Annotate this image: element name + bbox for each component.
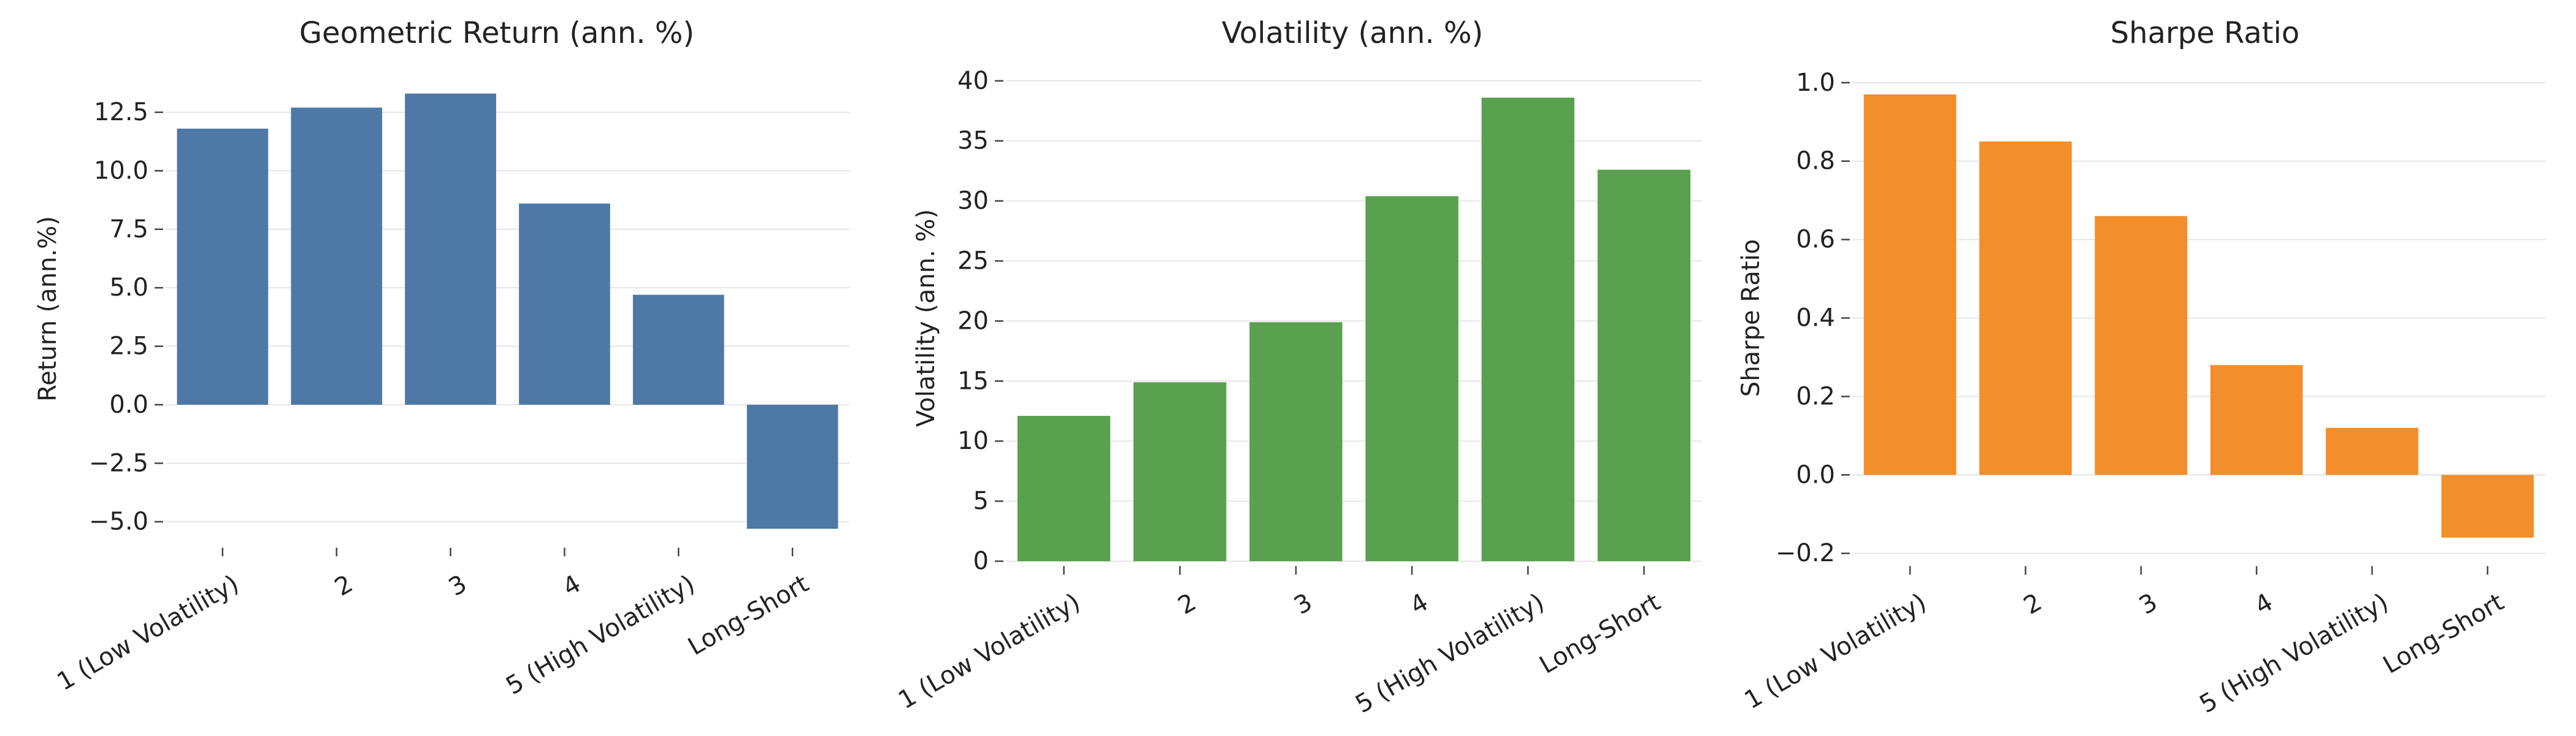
y-tick-label: −0.2 <box>1776 539 1835 567</box>
y-tick-label: 35 <box>957 127 989 155</box>
x-tick-label: Long-Short <box>1535 588 1665 680</box>
chart-panel-volatility: 0 5 10 15 20 25 30 35 40 1 (Low Volatility) 2 3 45 (… <box>894 16 1702 719</box>
bar-2 <box>1133 382 1227 561</box>
y-tick-label: 0.0 <box>1796 461 1835 489</box>
y-tick-label: 0.0 <box>109 391 148 419</box>
x-tick-label: 4 <box>1405 588 1433 621</box>
bar-3 <box>2095 216 2188 475</box>
y-tick-label: 0.4 <box>1796 304 1835 332</box>
bar-2 <box>1979 141 2072 475</box>
bar-4 <box>2210 365 2303 475</box>
y-tick-label: 12.5 <box>94 98 148 126</box>
y-axis-label: Volatility (ann. %) <box>912 209 940 427</box>
x-tick-label: 5 (High Volatility) <box>1351 588 1549 719</box>
x-tick-label: 1 (Low Volatility) <box>1740 588 1931 715</box>
bar-long-short <box>746 404 838 529</box>
y-axis-label: Sharpe Ratio <box>1737 239 1765 397</box>
y-tick-label: 0.8 <box>1796 147 1835 175</box>
x-tick-label: 2 <box>2019 588 2047 621</box>
bar-long-short <box>2441 475 2534 538</box>
x-tick-label: 3 <box>444 570 472 602</box>
bar-5-high-volatility <box>2326 427 2418 475</box>
chart-panel-geometric-return: −5.0 −2.5 0.0 2.5 5.0 7.5 10.0 12.5 1 (Low Volat… <box>34 16 849 700</box>
x-tick-label: 2 <box>1173 588 1201 621</box>
y-tick-label: 2.5 <box>109 332 148 361</box>
y-tick-label: 0 <box>973 547 989 575</box>
bar-3 <box>1249 322 1343 561</box>
bar-3 <box>405 93 496 405</box>
bar-long-short <box>1597 169 1691 561</box>
bar-1-low-volatility <box>1863 94 1957 475</box>
y-tick-label: 10.0 <box>94 156 148 185</box>
bar-4 <box>1365 196 1459 561</box>
y-tick-label: 1.0 <box>1796 69 1835 97</box>
y-tick-label: 40 <box>957 67 989 95</box>
y-tick-label: 25 <box>957 247 989 275</box>
x-tick-label: 3 <box>1289 588 1317 621</box>
x-tick-label: 1 (Low Volatility) <box>52 570 243 697</box>
y-tick-label: 5.0 <box>109 274 148 302</box>
x-tick-label: 3 <box>2134 588 2162 621</box>
x-tick-label: Long-Short <box>2379 588 2509 680</box>
x-tick-label: 4 <box>2250 588 2278 621</box>
chart-title: Geometric Return (ann. %) <box>299 16 694 50</box>
x-tick-label: 4 <box>558 570 586 602</box>
x-tick-label: 5 (High Volatility) <box>501 570 699 700</box>
x-tick-label: Long-Short <box>683 570 813 661</box>
bar-5-high-volatility <box>1481 98 1574 562</box>
bar-4 <box>519 203 610 405</box>
chart-title: Sharpe Ratio <box>2110 16 2300 50</box>
chart-panel-sharpe-ratio: −0.2 0.0 0.2 0.4 0.6 0.8 1.0 1 (Low Volatility)… <box>1737 16 2545 719</box>
y-tick-label: 30 <box>957 187 989 215</box>
bar-2 <box>291 107 383 405</box>
bar-1-low-volatility <box>177 128 269 405</box>
bar-5-high-volatility <box>632 294 724 405</box>
y-axis-label: Return (ann.%) <box>34 216 62 402</box>
x-tick-label: 2 <box>330 570 358 602</box>
y-tick-label: 20 <box>957 307 989 335</box>
y-tick-label: 0.6 <box>1796 226 1835 254</box>
y-tick-label: −2.5 <box>89 449 148 477</box>
y-tick-label: 5 <box>973 487 989 515</box>
y-tick-label: 15 <box>957 367 989 395</box>
x-tick-label: 1 (Low Volatility) <box>894 588 1085 715</box>
y-tick-label: 7.5 <box>109 215 148 243</box>
y-tick-label: 10 <box>957 427 989 455</box>
y-tick-label: 0.2 <box>1796 382 1835 410</box>
x-tick-label: 5 (High Volatility) <box>2195 588 2393 719</box>
y-tick-label: −5.0 <box>89 508 148 536</box>
chart-title: Volatility (ann. %) <box>1222 16 1483 50</box>
bar-1-low-volatility <box>1017 416 1111 561</box>
